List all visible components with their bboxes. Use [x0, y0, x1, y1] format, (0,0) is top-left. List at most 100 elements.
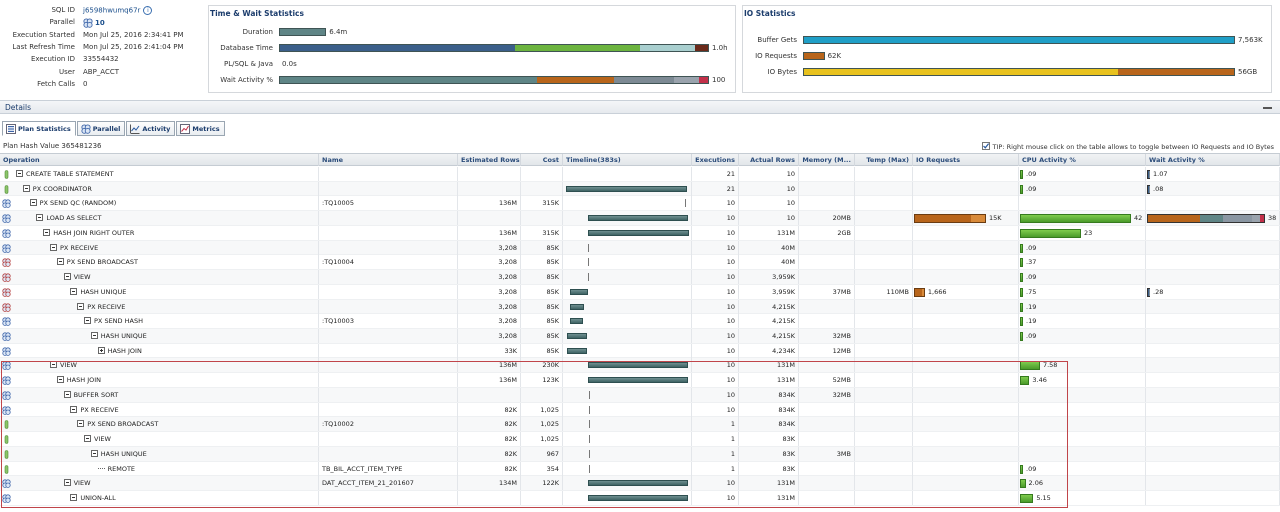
table-row[interactable]: PX RECEIVE 3,208 85K 10 4,215K .19 — [0, 299, 1280, 315]
operation-name[interactable]: PX COORDINATOR — [22, 182, 92, 196]
table-row[interactable]: PX COORDINATOR 21 10 .09 .08 — [0, 181, 1280, 197]
table-row[interactable]: PX RECEIVE 82K 1,025 10 834K — [0, 402, 1280, 418]
column-header[interactable]: Memory (M... — [799, 154, 855, 166]
column-header[interactable]: Actual Rows — [739, 154, 799, 166]
table-row[interactable]: PX SEND QC (RANDOM):TQ10005 136M 315K 10 10 — [0, 196, 1280, 212]
actual-rows-cell: 40M — [739, 240, 799, 255]
operation-name[interactable]: LOAD AS SELECT — [36, 211, 101, 225]
details-section-header[interactable]: Details — [0, 100, 1280, 114]
collapse-icon[interactable] — [84, 317, 91, 325]
sql-info-value[interactable]: j6598hwumq67r i — [83, 6, 153, 15]
table-row[interactable]: HASH JOIN RIGHT OUTER 136M 315K 10 131M 2GB 23 — [0, 225, 1280, 241]
table-row[interactable]: HASH UNIQUE 82K 967 1 83K 3MB — [0, 446, 1280, 462]
table-row[interactable]: REMOTE TB_BIL_ACCT_ITEM_TYPE 82K 354 1 83K .09 — [0, 461, 1280, 477]
collapse-icon[interactable] — [56, 376, 64, 384]
column-header[interactable]: Operation — [0, 154, 319, 166]
stat-value: 7,563K — [1238, 36, 1263, 44]
table-row[interactable]: HASH UNIQUE 3,208 85K 10 3,959K 37MB 110MB 1,66… — [0, 284, 1280, 300]
operation-name[interactable]: HASH JOIN — [97, 344, 142, 358]
cpu-activity-cell: .09 — [1019, 167, 1146, 181]
operation-name[interactable]: BUFFER SORT — [63, 388, 118, 402]
operation-name[interactable]: HASH UNIQUE — [90, 447, 147, 461]
expand-icon[interactable] — [97, 346, 105, 354]
info-icon[interactable]: i — [143, 6, 153, 15]
operation-name[interactable]: PX SEND QC (RANDOM) — [29, 196, 116, 210]
collapse-icon[interactable] — [63, 273, 71, 281]
collapse-icon[interactable] — [70, 494, 78, 502]
cpu-activity-cell: .09 — [1019, 270, 1146, 285]
table-row[interactable]: HASH JOIN 136M 123K 10 131M 52MB 3.46 — [0, 373, 1280, 388]
column-header[interactable]: Wait Activity % — [1146, 154, 1280, 166]
operation-name[interactable]: HASH JOIN RIGHT OUTER — [43, 226, 134, 240]
collapse-icon[interactable] — [63, 390, 71, 398]
collapse-icon[interactable] — [36, 214, 44, 222]
operation-name[interactable]: REMOTE — [97, 462, 135, 476]
collapse-icon[interactable] — [50, 243, 57, 251]
collapse-icon[interactable] — [29, 199, 37, 207]
table-row[interactable]: VIEW 136M 230K 10 131M 7.58 — [0, 358, 1280, 374]
collapse-icon[interactable] — [90, 449, 98, 457]
operation-name[interactable]: HASH UNIQUE — [90, 329, 147, 343]
operation-name[interactable]: HASH JOIN — [56, 373, 101, 387]
collapse-icon[interactable] — [16, 170, 23, 177]
collapse-icon[interactable] — [84, 435, 91, 443]
tab-metrics[interactable]: Metrics — [176, 121, 225, 136]
table-row[interactable]: CREATE TABLE STATEMENT 21 10 .09 1.07 — [0, 167, 1280, 182]
column-header[interactable]: Temp (Max) — [855, 154, 913, 166]
table-row[interactable]: UNION-ALL 10 131M 5.15 — [0, 491, 1280, 506]
column-header[interactable]: Estimated Rows — [458, 154, 521, 166]
memory-cell — [799, 476, 855, 491]
operation-name[interactable]: PX RECEIVE — [50, 241, 98, 255]
column-header[interactable]: Cost — [521, 154, 563, 166]
table-row[interactable]: VIEW 3,208 85K 10 3,959K .09 — [0, 270, 1280, 285]
plan-statistics-table[interactable]: Operation Name Estimated Rows Cost Timeline(… — [0, 153, 1280, 512]
collapse-icon[interactable] — [77, 302, 85, 310]
collapse-icon[interactable] — [1263, 107, 1272, 109]
operation-name[interactable]: PX SEND BROADCAST — [77, 417, 158, 431]
operation-cell: PX RECEIVE — [0, 240, 319, 255]
table-row[interactable]: PX RECEIVE 3,208 85K 10 40M .09 — [0, 240, 1280, 256]
operation-name[interactable]: CREATE TABLE STATEMENT — [16, 167, 114, 181]
wait-activity-cell — [1146, 329, 1280, 344]
parallel-server-red-icon — [2, 302, 11, 312]
operation-name[interactable]: VIEW — [63, 270, 91, 284]
operation-name[interactable]: UNION-ALL — [70, 491, 116, 505]
collapse-icon[interactable] — [77, 420, 85, 428]
table-row[interactable]: PX SEND HASH:TQ10003 3,208 85K 10 4,215K .19 — [0, 314, 1280, 330]
collapse-icon[interactable] — [43, 228, 51, 236]
column-header[interactable]: CPU Activity % — [1019, 154, 1146, 166]
actual-rows-cell: 10 — [739, 181, 799, 196]
tab-plan-statistics[interactable]: Plan Statistics — [2, 121, 76, 136]
table-row[interactable]: LOAD AS SELECT 10 10 20MB 15K 42 38 — [0, 211, 1280, 226]
operation-name[interactable]: PX RECEIVE — [77, 300, 125, 314]
tab-parallel[interactable]: Parallel — [76, 121, 126, 136]
table-row[interactable]: PX SEND BROADCAST:TQ10004 3,208 85K 10 40M .3… — [0, 255, 1280, 271]
column-header[interactable]: Timeline(383s) — [563, 154, 692, 166]
operation-name[interactable]: PX SEND HASH — [84, 314, 143, 328]
object-name-cell: :TQ10005 — [319, 196, 458, 211]
column-header[interactable]: Name — [319, 154, 458, 166]
table-row[interactable]: PX SEND BROADCAST:TQ10002 82K 1,025 1 834K — [0, 417, 1280, 433]
collapse-icon[interactable] — [70, 405, 78, 413]
collapse-icon[interactable] — [90, 332, 98, 340]
operation-name[interactable]: VIEW — [84, 432, 111, 446]
table-row[interactable]: VIEW DAT_ACCT_ITEM_21_201607 134M 122K 10 131… — [0, 476, 1280, 492]
operation-name[interactable]: PX SEND BROADCAST — [56, 255, 138, 269]
operation-name[interactable]: PX RECEIVE — [70, 403, 119, 417]
table-row[interactable]: HASH JOIN 33K 85K 10 4,234K 12MB — [0, 343, 1280, 359]
column-header[interactable]: Executions — [692, 154, 739, 166]
object-name-cell — [319, 491, 458, 506]
operation-name[interactable]: HASH UNIQUE — [70, 285, 126, 299]
collapse-icon[interactable] — [63, 479, 71, 487]
collapse-icon[interactable] — [70, 287, 78, 295]
tab-activity[interactable]: Activity — [126, 121, 176, 136]
table-row[interactable]: BUFFER SORT 10 834K 32MB — [0, 387, 1280, 403]
collapse-icon[interactable] — [22, 184, 30, 192]
collapse-icon[interactable] — [50, 361, 57, 369]
operation-name[interactable]: VIEW — [50, 358, 77, 372]
column-header[interactable]: IO Requests — [913, 154, 1019, 166]
collapse-icon[interactable] — [56, 258, 64, 266]
table-row[interactable]: HASH UNIQUE 3,208 85K 10 4,215K 32MB .09 — [0, 329, 1280, 344]
operation-name[interactable]: VIEW — [63, 476, 91, 490]
table-row[interactable]: VIEW 82K 1,025 1 83K — [0, 432, 1280, 447]
